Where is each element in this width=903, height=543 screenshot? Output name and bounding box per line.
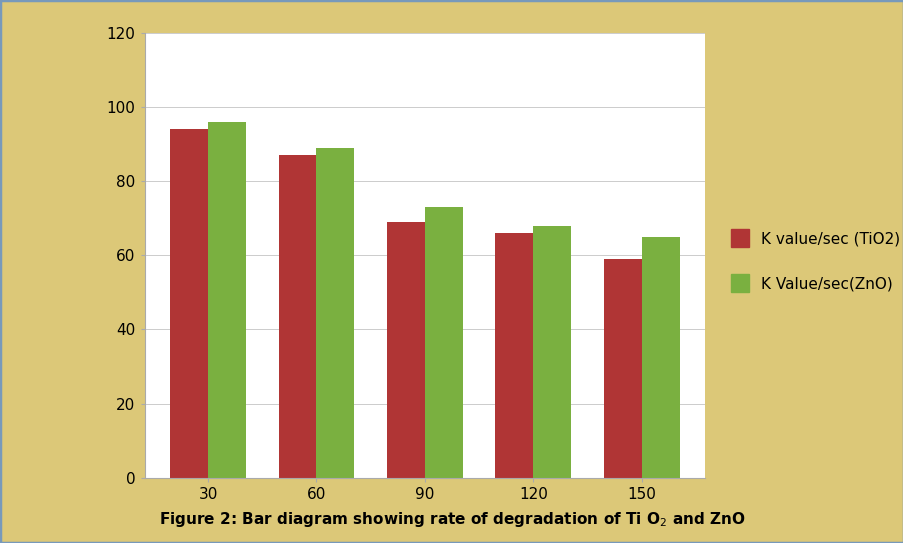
Bar — [533, 225, 571, 478]
Bar — [316, 148, 354, 478]
Bar — [170, 129, 208, 478]
Bar — [386, 222, 424, 478]
Bar — [208, 122, 246, 478]
Bar — [603, 259, 641, 478]
Bar — [424, 207, 462, 478]
Legend: K value/sec (TiO2), K Value/sec(ZnO): K value/sec (TiO2), K Value/sec(ZnO) — [725, 225, 903, 296]
Bar — [641, 237, 679, 478]
Bar — [495, 233, 533, 478]
Text: Figure 2: Bar diagram showing rate of degradation of Ti O$_2$ and ZnO: Figure 2: Bar diagram showing rate of de… — [159, 510, 744, 529]
Bar — [278, 155, 316, 478]
